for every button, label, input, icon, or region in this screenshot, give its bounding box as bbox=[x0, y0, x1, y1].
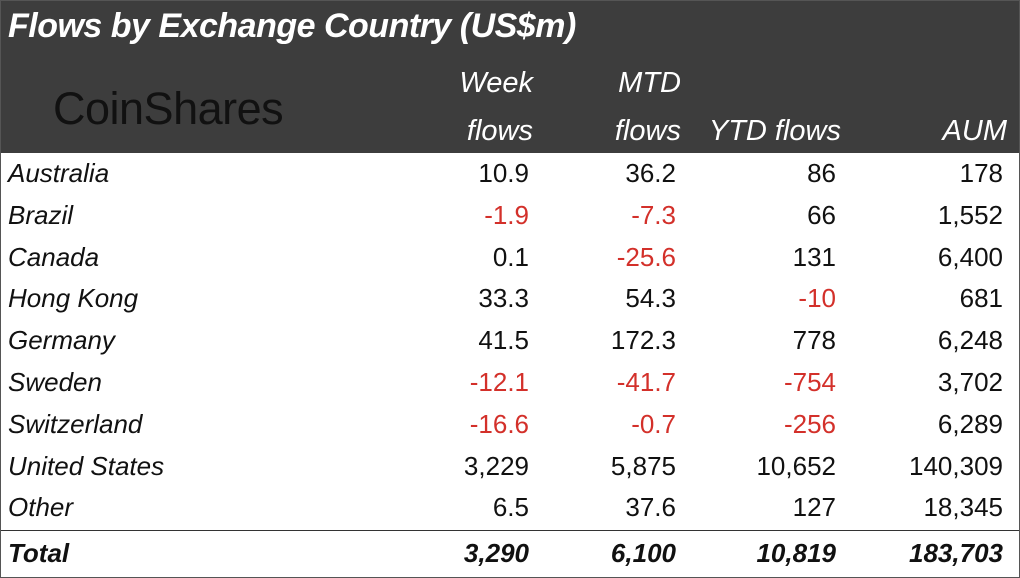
country-cell: United States bbox=[8, 450, 165, 481]
total-mtd-flows: 6,100 bbox=[610, 538, 676, 568]
mtd-flows-cell: 37.6 bbox=[625, 492, 676, 523]
mtd-flows-cell: -41.7 bbox=[616, 366, 676, 397]
header-week-line1: Week bbox=[459, 67, 533, 99]
mtd-flows-cell: -25.6 bbox=[616, 241, 676, 272]
ytd-flows-cell: 86 bbox=[807, 158, 836, 188]
aum-cell: 3,702 bbox=[937, 366, 1003, 397]
week-flows-cell: 6.5 bbox=[492, 492, 529, 523]
table-row: Canada 0.1 -25.6 131 6,400 bbox=[1, 237, 1019, 279]
ytd-flows-cell: 778 bbox=[792, 325, 836, 356]
header-mtd-line2: flows bbox=[614, 115, 681, 147]
country-cell: Other bbox=[8, 492, 74, 523]
ytd-flows-cell: -754 bbox=[783, 366, 836, 397]
table-row: Other 6.5 37.6 127 18,345 bbox=[1, 487, 1019, 529]
total-aum: 183,703 bbox=[909, 538, 1003, 568]
header-week-line2: flows bbox=[466, 115, 533, 147]
week-flows-cell: 3,229 bbox=[463, 450, 529, 481]
header-aum: AUM bbox=[942, 115, 1007, 147]
week-flows-cell: 10.9 bbox=[478, 158, 529, 188]
total-row: Total 3,290 6,100 10,819 183,703 bbox=[1, 531, 1019, 575]
table-row: Australia 10.9 36.2 86 178 bbox=[1, 153, 1019, 195]
table-row: United States 3,229 5,875 10,652 140,309 bbox=[1, 446, 1019, 488]
week-flows-cell: 33.3 bbox=[478, 283, 529, 314]
aum-cell: 6,289 bbox=[937, 408, 1003, 439]
mtd-flows-cell: -7.3 bbox=[631, 199, 676, 230]
ytd-flows-cell: 10,652 bbox=[756, 450, 836, 481]
total-ytd-flows: 10,819 bbox=[756, 538, 836, 568]
ytd-flows-cell: -256 bbox=[783, 408, 836, 439]
ytd-flows-cell: -10 bbox=[798, 283, 836, 314]
total-week-flows: 3,290 bbox=[463, 538, 529, 568]
table-row: Hong Kong 33.3 54.3 -10 681 bbox=[1, 278, 1019, 320]
table-header: Flows by Exchange Country (US$m) CoinSha… bbox=[1, 1, 1019, 153]
coinshares-logo: CoinShares bbox=[53, 83, 284, 134]
aum-cell: 6,400 bbox=[937, 241, 1003, 272]
country-cell: Australia bbox=[8, 158, 110, 188]
week-flows-cell: -12.1 bbox=[469, 366, 529, 397]
total-divider bbox=[1, 530, 1019, 531]
country-cell: Germany bbox=[8, 325, 115, 356]
week-flows-cell: 41.5 bbox=[478, 325, 529, 356]
aum-cell: 140,309 bbox=[909, 450, 1003, 481]
mtd-flows-cell: 36.2 bbox=[625, 158, 676, 188]
aum-cell: 6,248 bbox=[937, 325, 1003, 356]
table-row: Brazil -1.9 -7.3 66 1,552 bbox=[1, 195, 1019, 237]
table-title: Flows by Exchange Country (US$m) bbox=[8, 7, 576, 45]
total-label: Total bbox=[8, 538, 70, 568]
country-cell: Hong Kong bbox=[8, 283, 139, 314]
country-cell: Canada bbox=[8, 241, 100, 272]
week-flows-cell: 0.1 bbox=[492, 241, 529, 272]
ytd-flows-cell: 131 bbox=[792, 241, 836, 272]
table-row: Switzerland -16.6 -0.7 -256 6,289 bbox=[1, 404, 1019, 446]
week-flows-cell: -16.6 bbox=[469, 408, 529, 439]
mtd-flows-cell: 54.3 bbox=[625, 283, 676, 314]
aum-cell: 1,552 bbox=[937, 199, 1003, 230]
country-cell: Brazil bbox=[8, 199, 74, 230]
aum-cell: 18,345 bbox=[923, 492, 1003, 523]
week-flows-cell: -1.9 bbox=[484, 199, 529, 230]
ytd-flows-cell: 66 bbox=[807, 199, 836, 230]
mtd-flows-cell: 5,875 bbox=[610, 450, 676, 481]
table-body: Australia 10.9 36.2 86 178 Brazil -1.9 -7.3 66 1,… bbox=[1, 153, 1019, 529]
mtd-flows-cell: -0.7 bbox=[631, 408, 676, 439]
header-ytd: YTD flows bbox=[708, 115, 841, 147]
country-cell: Switzerland bbox=[8, 408, 143, 439]
table-row: Sweden -12.1 -41.7 -754 3,702 bbox=[1, 362, 1019, 404]
country-cell: Sweden bbox=[8, 366, 102, 397]
table-row: Germany 41.5 172.3 778 6,248 bbox=[1, 320, 1019, 362]
aum-cell: 178 bbox=[959, 158, 1003, 188]
ytd-flows-cell: 127 bbox=[792, 492, 836, 523]
mtd-flows-cell: 172.3 bbox=[610, 325, 676, 356]
header-mtd-line1: MTD bbox=[618, 67, 681, 99]
aum-cell: 681 bbox=[959, 283, 1003, 314]
